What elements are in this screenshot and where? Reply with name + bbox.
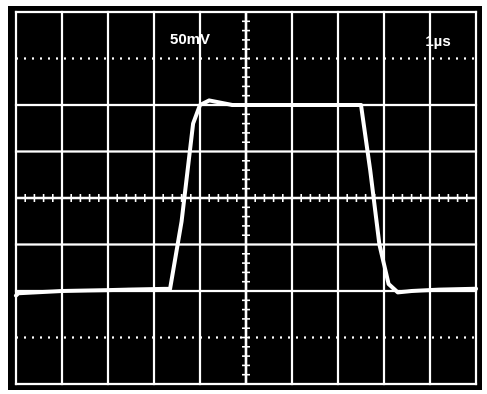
time-per-division-label: 1µs: [425, 33, 450, 50]
waveform-trace: [14, 98, 478, 298]
volts-per-division-label: 50mV: [170, 31, 210, 48]
